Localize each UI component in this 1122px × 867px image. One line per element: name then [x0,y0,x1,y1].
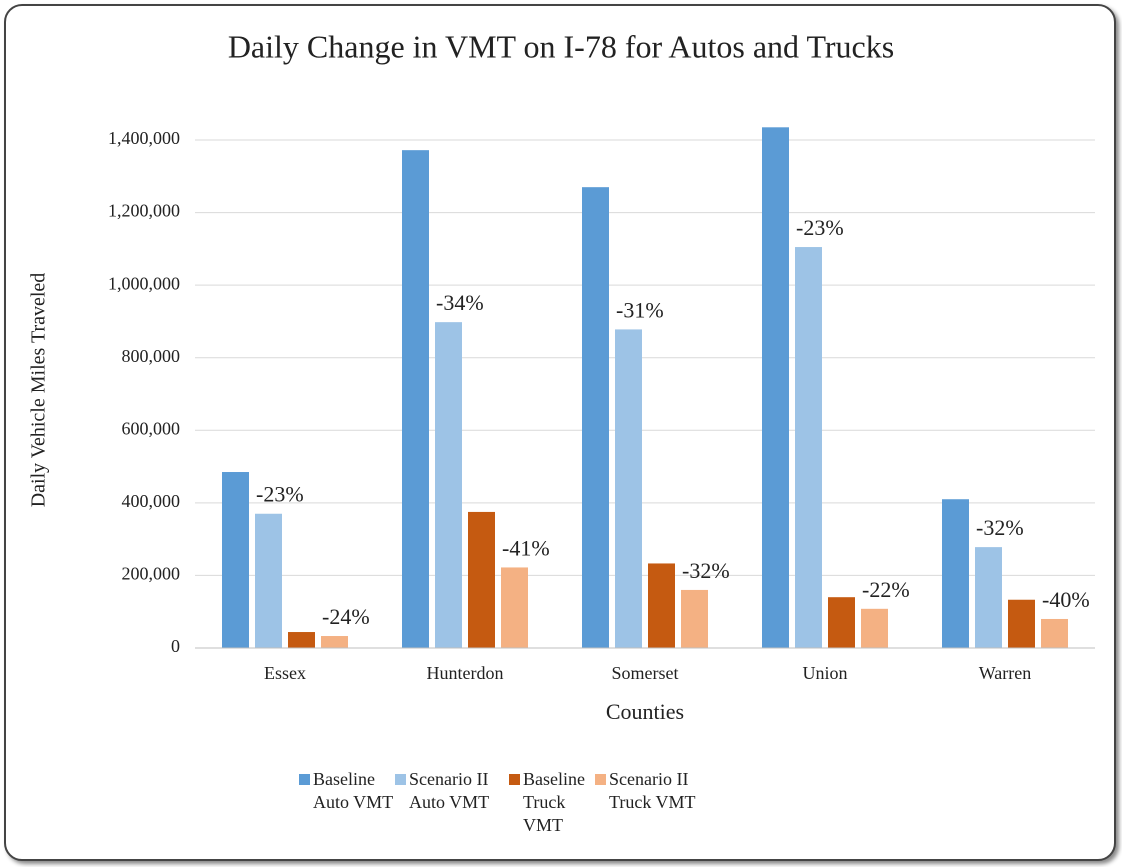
bar [648,563,675,648]
legend-label: Baseline Auto VMT [313,769,394,812]
bar [861,608,888,648]
legend-label: Baseline Truck VMT [523,769,585,835]
x-tick-label: Warren [979,663,1032,683]
bar [501,567,528,648]
bar [222,472,249,648]
y-tick-label: 800,000 [122,346,181,366]
bar [288,632,315,648]
x-tick-label: Somerset [612,663,679,683]
bar [975,547,1002,648]
x-tick-label: Essex [264,663,306,683]
data-label: -40% [1042,587,1090,612]
bar [1008,599,1035,648]
bar [582,187,609,649]
legend: Baseline Auto VMT Scenario II Auto VMT Bas… [299,768,709,837]
bar [681,589,708,648]
y-axis-title: Daily Vehicle Miles Traveled [28,273,50,508]
bar [321,636,348,648]
data-label: -24% [322,604,370,629]
data-label: -32% [682,558,730,583]
chart-title: Daily Change in VMT on I-78 for Autos an… [228,28,894,64]
y-tick-label: 400,000 [122,491,181,511]
bar [402,150,429,648]
bar [828,597,855,648]
bar [468,511,495,648]
legend-label: Scenario II Auto VMT [409,769,490,812]
legend-label: Scenario II Truck VMT [609,769,696,812]
bar [435,322,462,648]
data-label: -23% [256,482,304,507]
y-tick-label: 200,000 [122,564,181,584]
y-tick-label: 0 [171,636,180,656]
bar [795,247,822,649]
bar [255,513,282,648]
x-tick-label: Union [803,663,848,683]
data-label: -31% [616,297,664,322]
data-label: -22% [862,577,910,602]
legend-swatch [509,774,520,785]
data-label: -23% [796,215,844,240]
y-tick-label: 1,000,000 [108,273,180,293]
legend-item: Scenario II Auto VMT [395,768,509,837]
bar [1041,618,1068,648]
bar [615,329,642,648]
x-tick-label: Hunterdon [427,663,504,683]
bar [762,127,789,649]
chart-frame [4,4,1116,861]
y-tick-label: 1,400,000 [108,128,180,148]
legend-swatch [299,774,310,785]
legend-item: Baseline Auto VMT [299,768,395,837]
bar [942,499,969,648]
legend-item: Scenario II Truck VMT [595,768,709,837]
legend-swatch [595,774,606,785]
y-tick-label: 600,000 [122,418,181,438]
legend-item: Baseline Truck VMT [509,768,595,837]
data-label: -32% [976,515,1024,540]
x-axis-title: Counties [606,699,684,724]
y-tick-label: 1,200,000 [108,201,180,221]
data-label: -41% [502,535,550,560]
legend-swatch [395,774,406,785]
data-label: -34% [436,290,484,315]
